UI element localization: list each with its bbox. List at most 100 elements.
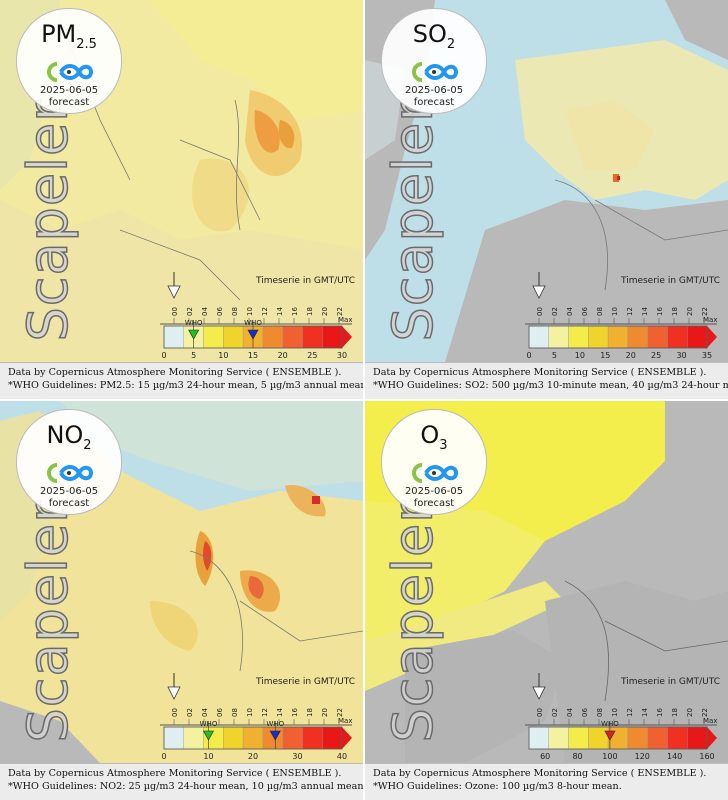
scale-frame xyxy=(528,726,708,750)
time-tick-label: 22 xyxy=(336,708,344,717)
footer-source: Data by Copernicus Atmosphere Monitoring… xyxy=(373,768,707,779)
scale-tick-label: 10 xyxy=(575,351,585,360)
time-tick-label: 12 xyxy=(626,708,634,717)
scale-tick-label: 40 xyxy=(337,752,347,761)
scale-tick-label: 10 xyxy=(218,351,228,360)
time-tick-label: 08 xyxy=(231,307,239,316)
scale-swatch xyxy=(203,726,224,750)
forecast-date: 2025-06-05 xyxy=(39,84,99,96)
scale-swatch xyxy=(203,325,224,349)
scale-swatch xyxy=(647,726,668,750)
scale-swatch xyxy=(687,726,708,750)
forecast-date: 2025-06-05 xyxy=(404,84,464,96)
footer-source: Data by Copernicus Atmosphere Monitoring… xyxy=(373,367,707,378)
time-tick-label: 00 xyxy=(536,307,544,316)
scale-swatch xyxy=(528,325,549,349)
scale-swatch xyxy=(687,325,708,349)
time-tick-label: 20 xyxy=(321,307,329,316)
panel-footer: Data by Copernicus Atmosphere Monitoring… xyxy=(365,362,728,399)
time-tick-label: 18 xyxy=(306,307,314,316)
scapeler-logo-icon xyxy=(412,61,459,82)
scale-max-arrow xyxy=(707,326,717,348)
timeseries-label: Timeserie in GMT/UTC xyxy=(620,677,720,687)
time-tick-label: 02 xyxy=(551,708,559,717)
pm25-map xyxy=(0,0,363,362)
pollutant-badge: SO2 2025-06-05 forecast xyxy=(381,8,487,114)
scale-max-arrow xyxy=(342,727,352,749)
scale-tick-label: 25 xyxy=(307,351,317,360)
scale-tick-label: 60 xyxy=(540,752,550,761)
svg-text:WHO: WHO xyxy=(200,720,218,728)
scale-swatch xyxy=(588,325,609,349)
scale-swatch xyxy=(548,726,569,750)
time-tick-label: 16 xyxy=(656,708,664,717)
timeseries-label: Timeserie in GMT/UTC xyxy=(620,276,720,286)
current-time-marker[interactable] xyxy=(167,673,181,700)
time-tick-label: 08 xyxy=(231,708,239,717)
current-time-marker[interactable] xyxy=(532,673,546,700)
scale-tick-label: 15 xyxy=(248,351,258,360)
pollutant-badge: O3 2025-06-05 forecast xyxy=(381,409,487,515)
time-tick-label: 04 xyxy=(566,708,574,717)
svg-text:WHO: WHO xyxy=(266,720,284,728)
time-tick-label: 18 xyxy=(306,708,314,717)
scale-tick-label: 160 xyxy=(699,752,714,761)
time-tick-label: 06 xyxy=(581,307,589,316)
forecast-label: forecast xyxy=(48,96,90,108)
time-tick-label: 12 xyxy=(261,708,269,717)
current-time-marker[interactable] xyxy=(167,272,181,299)
pollutant-title: PM2.5 xyxy=(41,20,97,52)
scale-tick-label: 35 xyxy=(702,351,712,360)
scale-max-arrow xyxy=(342,326,352,348)
panel-o3: Scapeler O3 2025-06-05 forecast Timeseri… xyxy=(365,401,728,800)
footer-who-guidelines: *WHO Guidelines: NO2: 25 µg/m3 24-hour m… xyxy=(8,781,363,792)
time-tick-label: 10 xyxy=(246,307,254,316)
time-tick-label: 14 xyxy=(641,708,649,717)
scapeler-logo-icon xyxy=(47,462,94,483)
scale-tick-label: 10 xyxy=(203,752,213,761)
current-time-marker[interactable] xyxy=(532,272,546,299)
scale-swatch xyxy=(163,726,184,750)
time-tick-label: 02 xyxy=(186,307,194,316)
footer-who-guidelines: *WHO Guidelines: SO2: 500 µg/m3 10-minut… xyxy=(373,380,728,391)
scale-swatch xyxy=(183,726,204,750)
scale-tick-label: 30 xyxy=(292,752,302,761)
time-tick-label: 16 xyxy=(291,307,299,316)
scale-swatch xyxy=(627,325,648,349)
who-guideline-marker: WHO xyxy=(266,720,285,749)
panel-footer: Data by Copernicus Atmosphere Monitoring… xyxy=(0,763,363,800)
time-tick-label: 04 xyxy=(201,307,209,316)
forecast-date: 2025-06-05 xyxy=(39,485,99,497)
scale-swatch xyxy=(262,325,283,349)
footer-source: Data by Copernicus Atmosphere Monitoring… xyxy=(8,367,342,378)
time-tick-label: 00 xyxy=(536,708,544,717)
time-tick-label: 02 xyxy=(186,708,194,717)
panel-no2: Scapeler NO2 2025-06-05 forecast Timeser… xyxy=(0,401,363,800)
scale-swatch xyxy=(528,726,549,750)
time-tick-label: 22 xyxy=(701,307,709,316)
time-tick-label: 10 xyxy=(611,307,619,316)
time-tick-label: 00 xyxy=(171,708,179,717)
scale-swatch xyxy=(647,325,668,349)
max-label: Max xyxy=(338,316,352,324)
forecast-date: 2025-06-05 xyxy=(404,485,464,497)
svg-text:WHO: WHO xyxy=(601,720,619,728)
time-tick-label: 04 xyxy=(201,708,209,717)
time-tick-label: 18 xyxy=(671,307,679,316)
scale-tick-label: 140 xyxy=(667,752,682,761)
svg-text:WHO: WHO xyxy=(185,319,203,327)
scale-swatch xyxy=(223,325,244,349)
panel-footer: Data by Copernicus Atmosphere Monitoring… xyxy=(365,763,728,800)
scale-frame xyxy=(528,325,708,349)
forecast-label: forecast xyxy=(413,96,455,108)
footer-source: Data by Copernicus Atmosphere Monitoring… xyxy=(8,768,342,779)
scapeler-logo-icon xyxy=(412,462,459,483)
time-tick-label: 08 xyxy=(596,708,604,717)
scale-tick-label: 5 xyxy=(552,351,557,360)
timeseries-label: Timeserie in GMT/UTC xyxy=(255,677,355,687)
scale-swatch xyxy=(607,325,629,349)
scale-max-arrow xyxy=(707,727,717,749)
timeseries-label: Timeserie in GMT/UTC xyxy=(255,276,355,286)
